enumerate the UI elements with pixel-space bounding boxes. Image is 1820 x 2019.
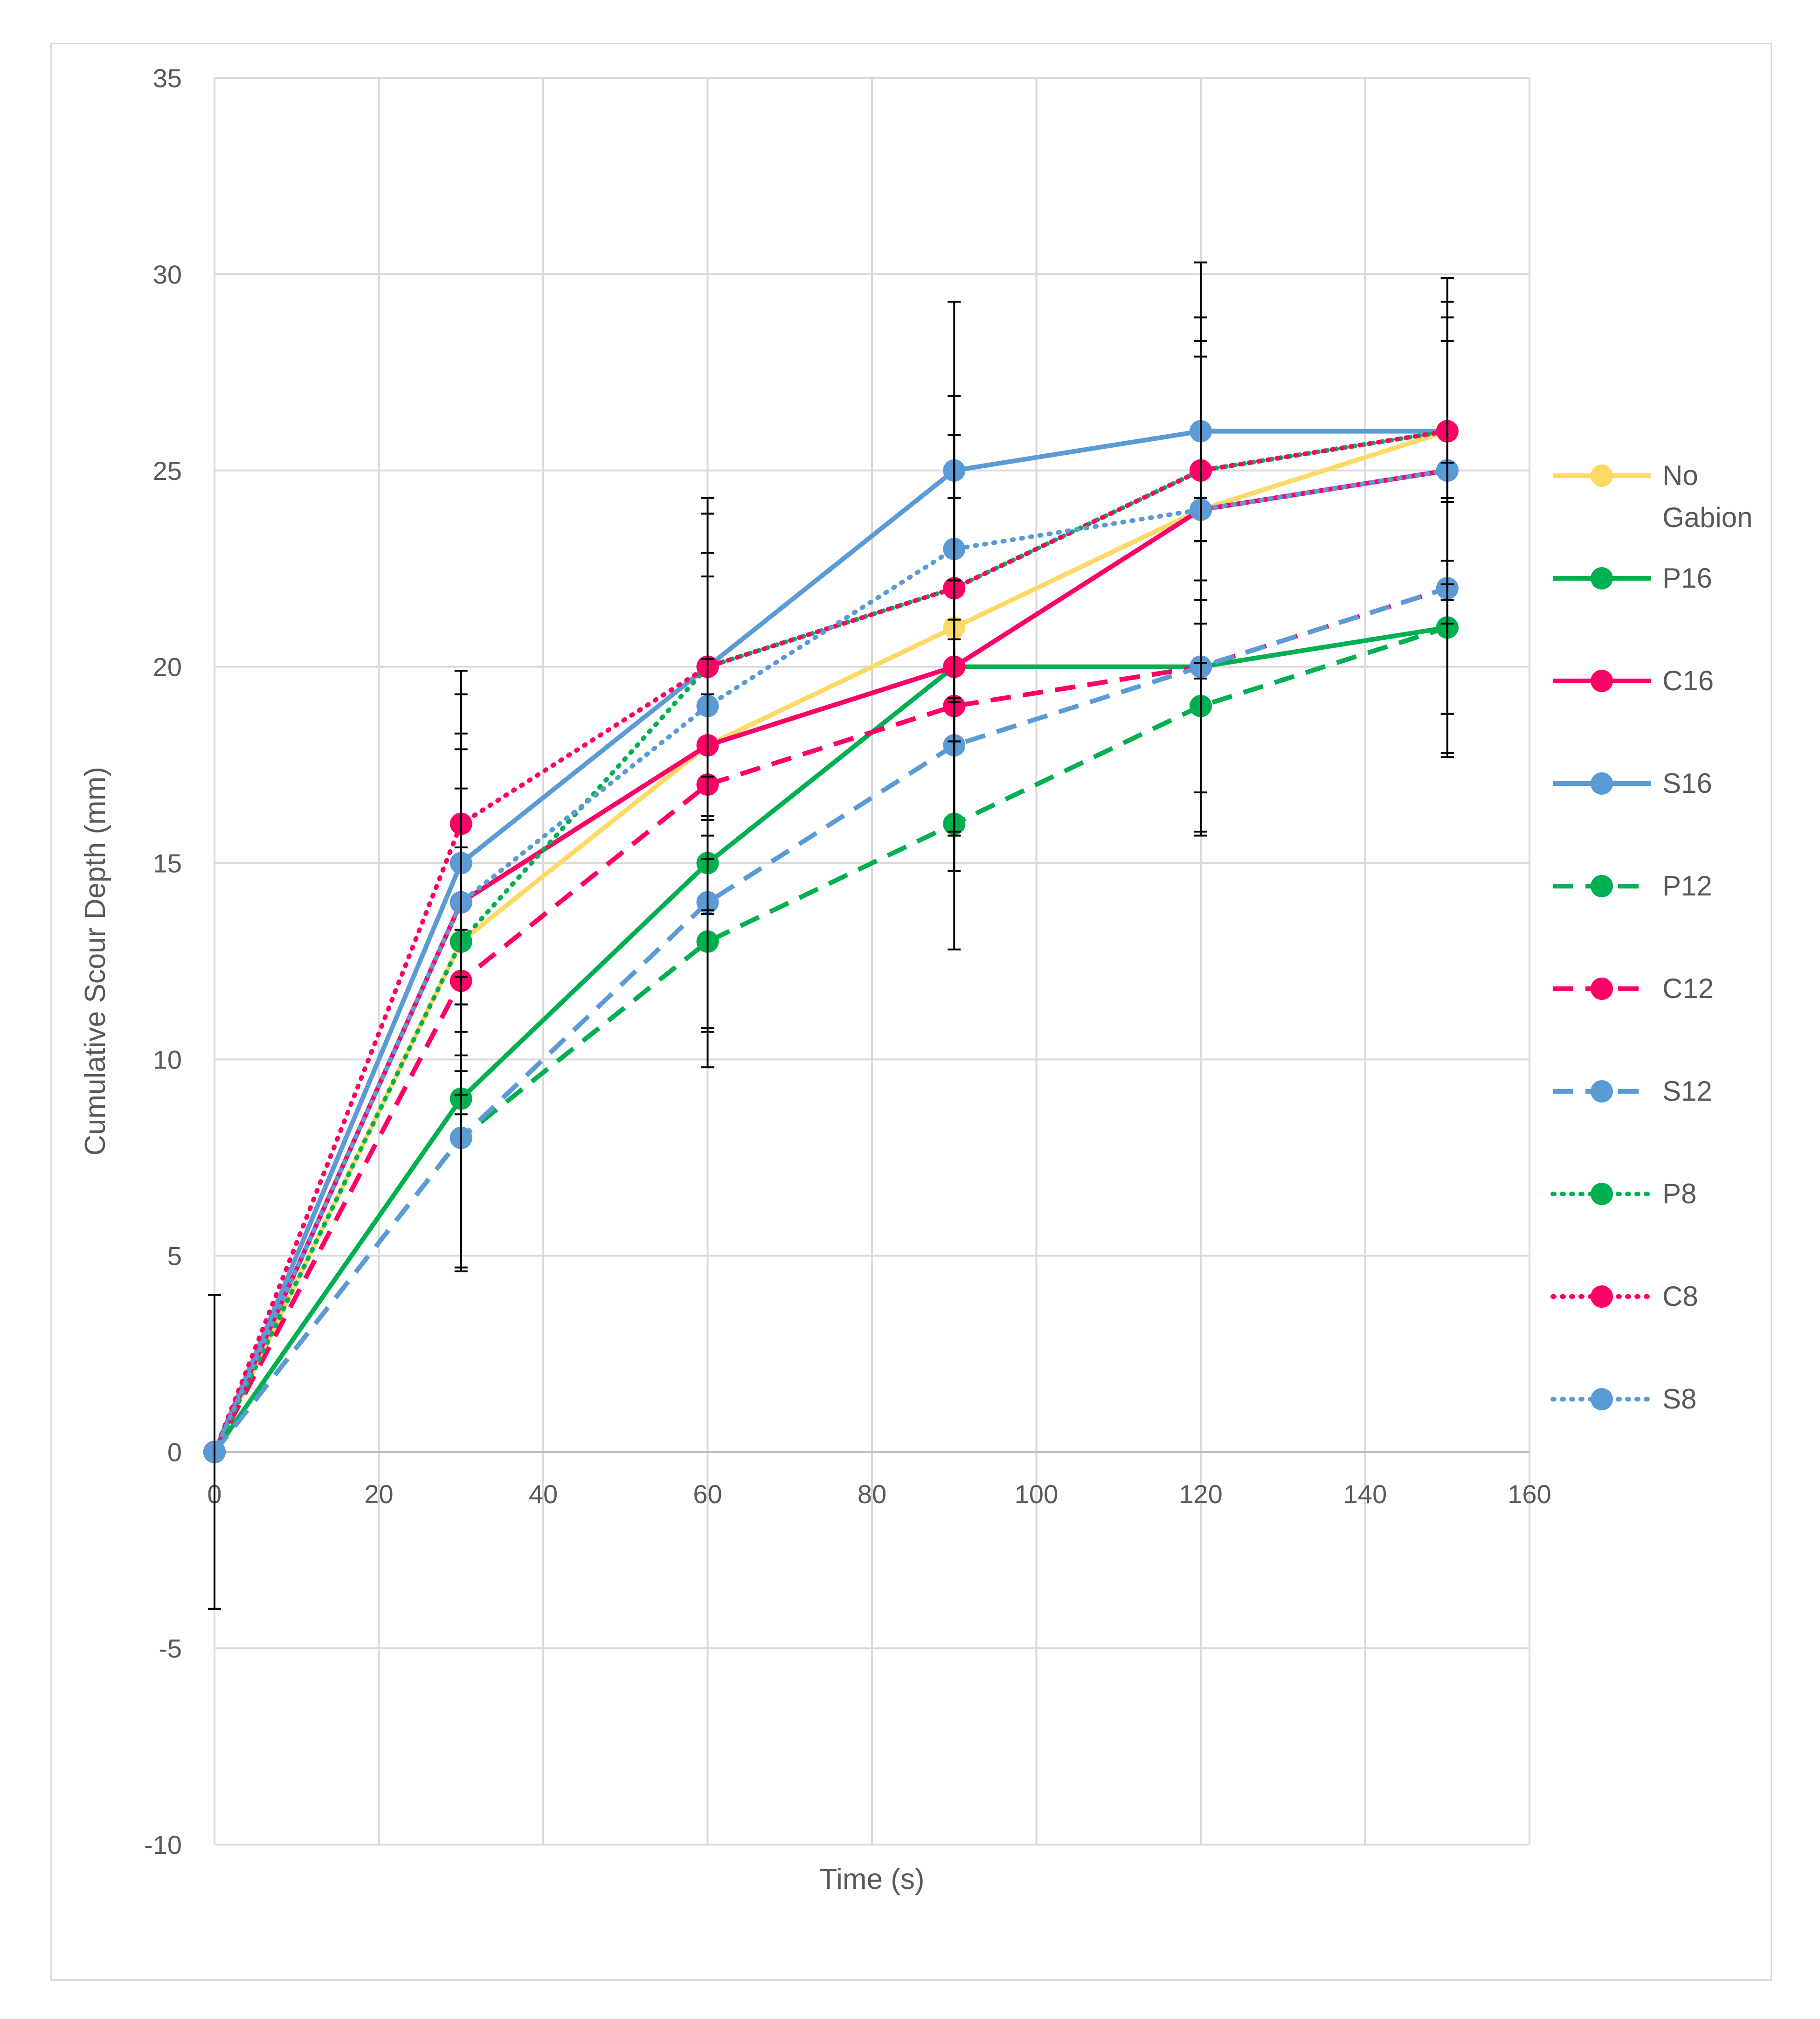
series-p12: [203, 616, 1459, 1464]
legend-marker: [1591, 567, 1613, 590]
y-tick-label: 10: [153, 1045, 182, 1074]
grid: [214, 77, 1530, 1846]
legend-label: C16: [1662, 665, 1714, 696]
legend-label: P12: [1662, 870, 1712, 902]
legend-entry: No Gabion: [1553, 460, 1752, 533]
error-bars: [208, 261, 1454, 1610]
series-no-gabion: [203, 420, 1459, 1464]
x-axis-title: Time (s): [820, 1863, 925, 1895]
series-line: [212, 429, 1450, 1455]
x-tick-label: 100: [1015, 1479, 1058, 1509]
y-tick-label: 35: [153, 63, 182, 93]
series-line: [212, 429, 1447, 1453]
legend-entry: C12: [1553, 973, 1714, 1004]
legend-label: P8: [1662, 1178, 1696, 1209]
legend: No Gabion P16 C16 S16 P12 C12 S12 P8 C8 S8: [1550, 460, 1752, 1415]
legend-entry: C8: [1550, 1281, 1698, 1312]
y-tick-label: 30: [153, 260, 182, 289]
legend-label: C8: [1662, 1281, 1698, 1312]
legend-label: S16: [1662, 768, 1712, 799]
legend-marker: [1591, 772, 1613, 795]
y-tick-label: 5: [167, 1241, 182, 1270]
series-c8: [203, 420, 1459, 1464]
legend-label: C12: [1662, 973, 1714, 1004]
series-p16: [203, 616, 1459, 1464]
y-tick-label: 15: [153, 849, 182, 878]
series-c16: [203, 459, 1459, 1464]
series-layer: [203, 420, 1459, 1464]
legend-entry: S16: [1553, 768, 1712, 799]
legend-entry: C16: [1553, 665, 1714, 696]
legend-entry: P8: [1550, 1178, 1696, 1209]
y-tick-label: -10: [144, 1830, 182, 1859]
series-s16: [203, 420, 1459, 1464]
series-line: [212, 429, 1448, 1453]
y-tick-label: 20: [153, 652, 182, 682]
series-line: [212, 586, 1448, 1453]
series-line: [212, 625, 1448, 1454]
series-line: [212, 468, 1450, 1455]
legend-marker: [1591, 978, 1613, 1000]
series-s8: [203, 459, 1459, 1464]
legend-marker: [1591, 875, 1613, 897]
legend-label: P16: [1662, 562, 1712, 594]
x-tick-label: 140: [1343, 1479, 1387, 1509]
series-p8: [203, 420, 1459, 1464]
legend-marker: [1591, 1080, 1613, 1103]
legend-marker: [1591, 1183, 1613, 1205]
legend-label: S12: [1662, 1075, 1712, 1107]
series-line: [212, 429, 1450, 1455]
legend-marker: [1591, 1388, 1613, 1410]
x-tick-label: 60: [693, 1479, 722, 1509]
legend-marker: [1591, 670, 1613, 692]
x-tick-label: 40: [529, 1479, 558, 1509]
x-tick-label: 20: [364, 1479, 393, 1509]
y-tick-label: 25: [153, 456, 182, 486]
y-tick-label: -5: [159, 1634, 182, 1663]
legend-label: Gabion: [1662, 502, 1752, 533]
y-axis-title: Cumulative Scour Depth (mm): [79, 767, 111, 1156]
legend-marker: [1591, 1285, 1613, 1308]
x-tick-label: 80: [858, 1479, 886, 1509]
series-c12: [203, 577, 1459, 1464]
y-tick-label: 0: [167, 1437, 182, 1467]
legend-entry: S12: [1553, 1075, 1712, 1107]
series-line: [213, 586, 1448, 1454]
legend-entry: P12: [1553, 870, 1712, 902]
legend-marker: [1591, 465, 1613, 487]
x-tick-label: 120: [1179, 1479, 1222, 1509]
legend-label: S8: [1662, 1383, 1696, 1415]
series-line: [212, 468, 1448, 1453]
legend-label: No: [1662, 460, 1698, 491]
legend-entry: P16: [1553, 562, 1712, 594]
x-tick-label: 160: [1508, 1479, 1551, 1509]
chart-frame: [50, 43, 1772, 1981]
series-s12: [203, 577, 1459, 1464]
legend-entry: S8: [1550, 1383, 1696, 1415]
